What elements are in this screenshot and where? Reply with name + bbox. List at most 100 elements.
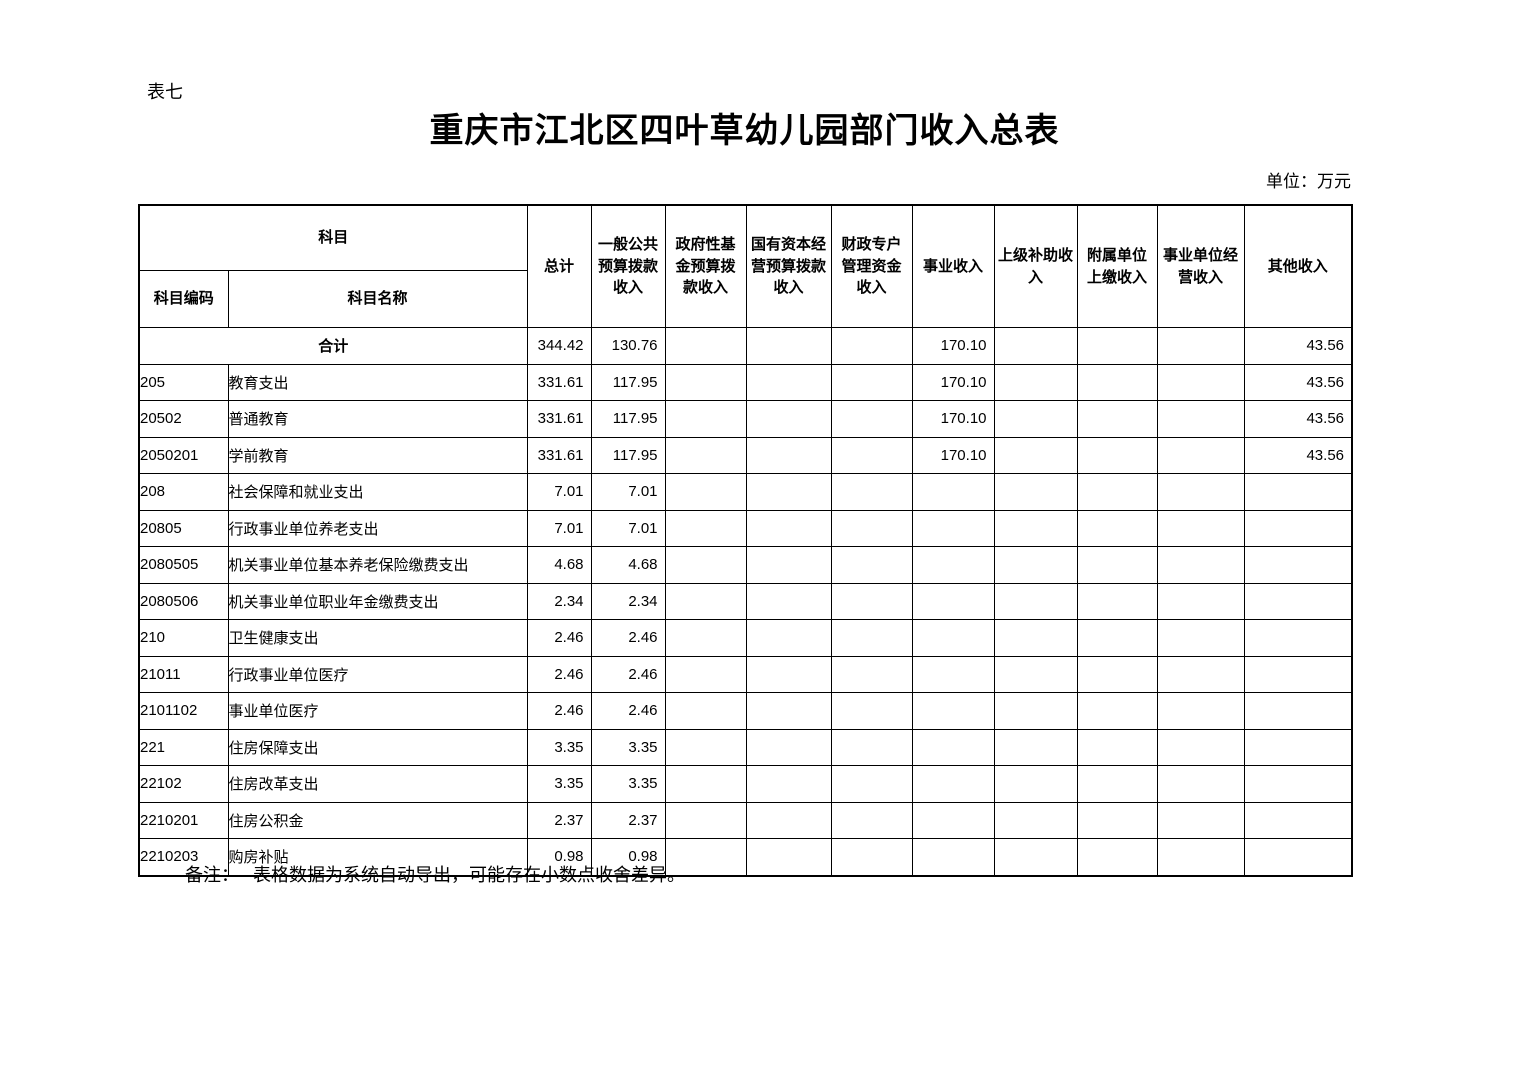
value-cell <box>1243 838 1353 876</box>
value-cell <box>993 619 1078 657</box>
header-row-1: 科目 总计 一般公共预算拨款收入 政府性基金预算拨款收入 国有资本经营预算拨款收入 财政… <box>138 204 1353 328</box>
value-cell: 2.37 <box>526 801 592 839</box>
value-cell: 2.37 <box>590 801 666 839</box>
value-cell <box>830 801 913 839</box>
value-cell <box>1243 619 1353 657</box>
value-cell: 344.42 <box>526 327 592 365</box>
value-cell <box>1156 327 1245 365</box>
value-cell <box>993 473 1078 511</box>
value-cell <box>745 838 832 876</box>
value-cell: 331.61 <box>526 363 592 401</box>
value-cell <box>830 363 913 401</box>
value-cell <box>1076 400 1158 438</box>
table-row: 20502 普通教育 331.61 117.95 170.10 43.56 <box>138 400 1353 438</box>
subject-code-cell: 22102 <box>138 765 229 803</box>
remark: 备注： 表格数据为系统自动导出，可能存在小数点收舍差异。 <box>185 861 685 887</box>
table-row: 205 教育支出 331.61 117.95 170.10 43.56 <box>138 363 1353 401</box>
value-cell: 2.46 <box>526 619 592 657</box>
value-cell: 2.46 <box>590 692 666 730</box>
table-number-label: 表七 <box>147 82 183 103</box>
remark-text: 表格数据为系统自动导出，可能存在小数点收舍差异。 <box>253 865 685 886</box>
value-cell: 3.35 <box>590 728 666 766</box>
value-cell <box>1076 692 1158 730</box>
table-row: 2080506 机关事业单位职业年金缴费支出 2.34 2.34 <box>138 582 1353 620</box>
value-cell <box>1076 473 1158 511</box>
value-cell <box>664 473 747 511</box>
value-cell: 2.46 <box>590 619 666 657</box>
value-cell <box>993 400 1078 438</box>
value-cell <box>830 473 913 511</box>
value-cell <box>745 582 832 620</box>
value-cell <box>830 436 913 474</box>
subject-code-cell: 2210201 <box>138 801 229 839</box>
value-cell <box>830 692 913 730</box>
value-cell <box>1243 582 1353 620</box>
value-cell <box>1156 801 1245 839</box>
value-cell <box>993 838 1078 876</box>
value-cell <box>911 509 995 547</box>
value-cell <box>993 509 1078 547</box>
value-cell <box>993 692 1078 730</box>
value-cell <box>830 728 913 766</box>
value-cell <box>1156 473 1245 511</box>
value-cell: 117.95 <box>590 363 666 401</box>
value-cell: 43.56 <box>1243 327 1353 365</box>
value-cell <box>664 582 747 620</box>
value-cell <box>745 655 832 693</box>
value-cell <box>664 436 747 474</box>
subject-name-cell: 行政事业单位养老支出 <box>227 509 528 547</box>
value-cell <box>745 436 832 474</box>
value-cell <box>1156 655 1245 693</box>
table-row: 20805 行政事业单位养老支出 7.01 7.01 <box>138 509 1353 547</box>
header-value-col-8: 事业单位经营收入 <box>1156 204 1245 328</box>
page-title: 重庆市江北区四叶草幼儿园部门收入总表 <box>429 111 1060 151</box>
value-cell <box>830 546 913 584</box>
value-cell <box>830 838 913 876</box>
subject-name-cell: 学前教育 <box>227 436 528 474</box>
value-cell <box>1076 509 1158 547</box>
header-value-col-9: 其他收入 <box>1243 204 1353 328</box>
value-cell <box>1156 582 1245 620</box>
value-cell <box>1076 327 1158 365</box>
table-row: 2101102 事业单位医疗 2.46 2.46 <box>138 692 1353 730</box>
value-cell <box>993 801 1078 839</box>
value-cell: 43.56 <box>1243 400 1353 438</box>
value-cell <box>1076 363 1158 401</box>
value-cell <box>1156 400 1245 438</box>
value-cell <box>911 546 995 584</box>
header-value-col-3: 国有资本经营预算拨款收入 <box>745 204 832 328</box>
subject-name-cell: 教育支出 <box>227 363 528 401</box>
table-row: 22102 住房改革支出 3.35 3.35 <box>138 765 1353 803</box>
value-cell <box>1243 546 1353 584</box>
value-cell <box>664 692 747 730</box>
value-cell: 2.34 <box>526 582 592 620</box>
value-cell <box>1076 655 1158 693</box>
subject-code-cell: 2080506 <box>138 582 229 620</box>
value-cell: 3.35 <box>526 728 592 766</box>
header-value-col-6: 上级补助收入 <box>993 204 1078 328</box>
value-cell <box>1243 728 1353 766</box>
value-cell <box>1156 509 1245 547</box>
value-cell <box>911 473 995 511</box>
header-value-col-2: 政府性基金预算拨款收入 <box>664 204 747 328</box>
value-cell <box>664 400 747 438</box>
value-cell <box>1243 655 1353 693</box>
subject-code-cell: 2080505 <box>138 546 229 584</box>
value-cell <box>1156 838 1245 876</box>
value-cell <box>664 801 747 839</box>
income-summary-table: 科目 总计 一般公共预算拨款收入 政府性基金预算拨款收入 国有资本经营预算拨款收入 财政… <box>138 204 1354 877</box>
subject-name-cell: 行政事业单位医疗 <box>227 655 528 693</box>
value-cell <box>911 655 995 693</box>
subject-name-cell: 卫生健康支出 <box>227 619 528 657</box>
subject-code-cell: 20805 <box>138 509 229 547</box>
value-cell <box>830 765 913 803</box>
value-cell: 170.10 <box>911 436 995 474</box>
value-cell: 43.56 <box>1243 363 1353 401</box>
value-cell: 117.95 <box>590 400 666 438</box>
value-cell <box>745 619 832 657</box>
subject-code-cell: 205 <box>138 363 229 401</box>
subject-name-cell: 住房保障支出 <box>227 728 528 766</box>
value-cell <box>664 546 747 584</box>
value-cell: 7.01 <box>526 473 592 511</box>
